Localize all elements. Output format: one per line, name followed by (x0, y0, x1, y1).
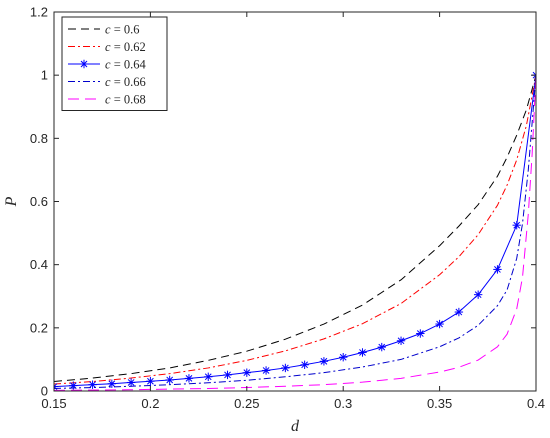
series-point-2 (454, 307, 464, 317)
series-point-2 (416, 329, 425, 338)
y-tick-label: 0.6 (30, 194, 48, 209)
legend-marker (79, 59, 89, 69)
series-point-2 (512, 220, 521, 230)
series-point-2 (435, 319, 444, 329)
y-axis-label: P (3, 196, 20, 207)
series-point-2 (300, 360, 309, 369)
y-tick-label: 1.2 (30, 5, 48, 20)
series-line-2 (54, 75, 536, 388)
series-point-2 (261, 366, 271, 375)
legend-item: c = 0.64 (68, 57, 147, 71)
series-point-2 (319, 357, 329, 366)
legend: c = 0.6 c = 0.62 c = 0.64 c = 0.66 c = 0.68 (61, 16, 168, 111)
series-line-3 (54, 75, 536, 389)
plot-layer (54, 70, 536, 391)
legend-label: c = 0.62 (105, 40, 146, 54)
series-point-2 (184, 374, 194, 383)
x-tick-label: 0.4 (527, 396, 545, 411)
series-point-2 (377, 342, 386, 352)
series-point-2 (126, 378, 136, 387)
x-tick-label: 0.15 (41, 396, 66, 411)
series-point-2 (281, 363, 290, 373)
x-tick-label: 0.25 (234, 396, 259, 411)
y-tick-label: 0 (41, 384, 48, 399)
series-point-2 (146, 377, 155, 386)
legend-label: c = 0.64 (105, 57, 147, 71)
legend-item: c = 0.6 (68, 22, 140, 36)
ticks-layer: 0.15 0.2 0.25 0.3 0.35 0.4 0 0.2 0.4 0.6 0.8 1 1.2 (30, 5, 545, 412)
legend-item: c = 0.62 (68, 40, 146, 54)
series-point-2 (493, 265, 502, 274)
series-point-2 (88, 380, 97, 389)
series-point-2 (165, 375, 174, 385)
x-tick-label: 0.2 (141, 396, 159, 411)
series-point-2 (396, 336, 406, 345)
series-point-2 (339, 353, 348, 362)
series-point-2 (204, 372, 213, 381)
x-axis-label: d (291, 418, 300, 435)
legend-label: c = 0.68 (105, 92, 146, 106)
series-line-0 (54, 75, 536, 383)
y-tick-label: 0.2 (30, 320, 48, 335)
x-tick-label: 0.3 (334, 396, 352, 411)
series-point-2 (107, 379, 117, 388)
x-tick-label: 0.35 (427, 396, 452, 411)
legend-item: c = 0.68 (68, 92, 146, 106)
series-line-1 (54, 75, 536, 385)
series-line-4 (54, 75, 536, 391)
legend-label: c = 0.66 (105, 75, 146, 89)
legend-label: c = 0.6 (105, 22, 140, 36)
series-point-2 (242, 368, 251, 377)
series-point-2 (358, 348, 367, 357)
y-tick-label: 1 (41, 68, 48, 83)
series-point-2 (223, 370, 232, 380)
legend-item: c = 0.66 (68, 75, 146, 89)
series-point-2 (473, 290, 483, 299)
y-tick-label: 0.4 (30, 257, 48, 272)
y-tick-label: 0.8 (30, 131, 48, 146)
